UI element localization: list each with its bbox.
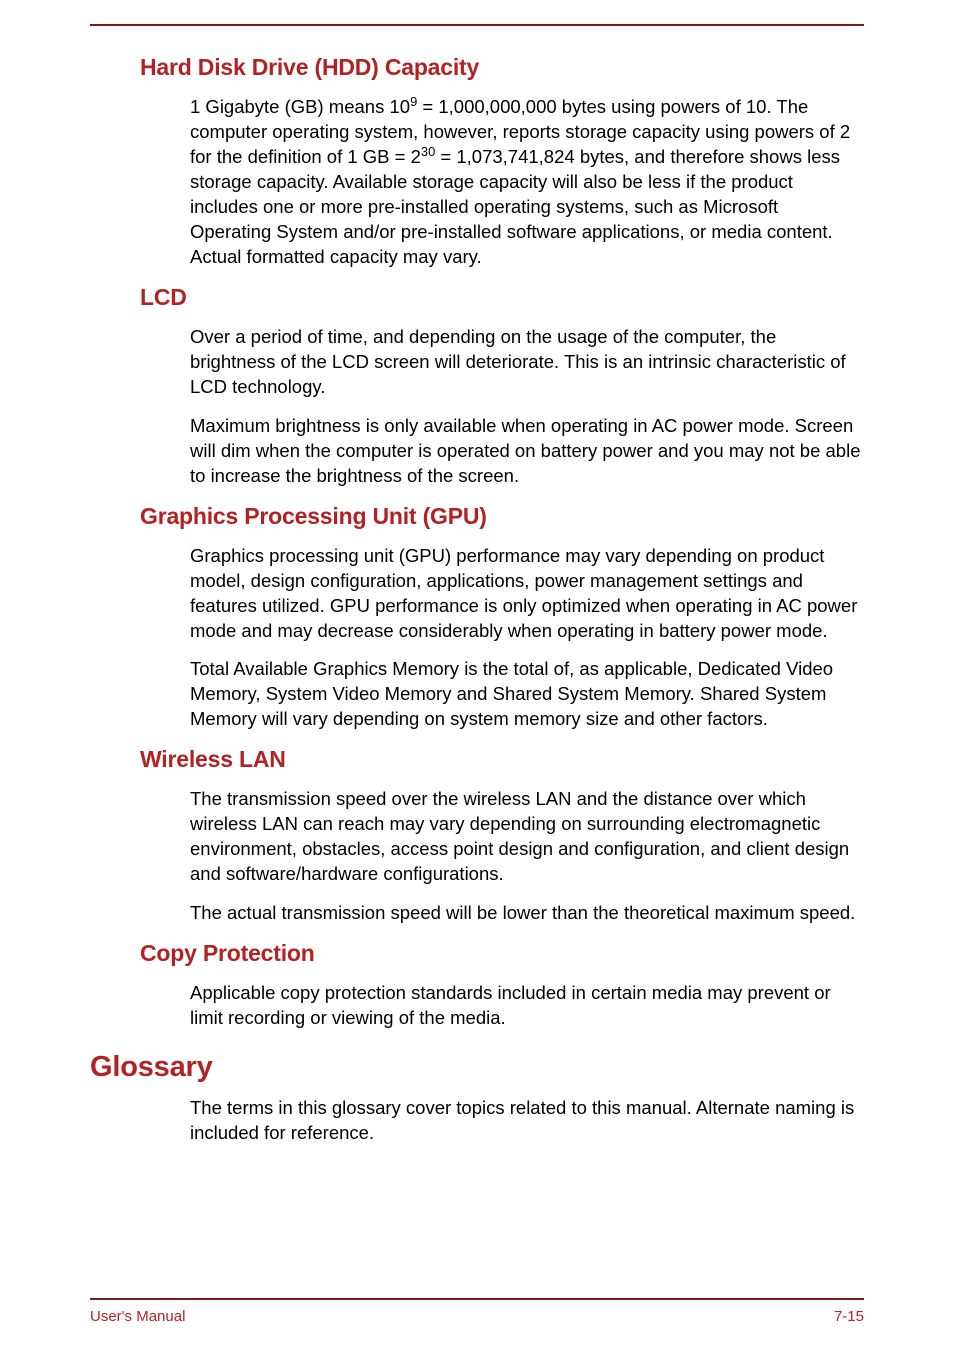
para-wlan-2: The actual transmission speed will be lo… — [190, 901, 864, 926]
para-lcd-2: Maximum brightness is only available whe… — [190, 414, 864, 489]
para-glossary-1: The terms in this glossary cover topics … — [190, 1096, 864, 1146]
heading-copy: Copy Protection — [140, 940, 864, 967]
para-lcd-1: Over a period of time, and depending on … — [190, 325, 864, 400]
heading-lcd: LCD — [140, 284, 864, 311]
heading-wlan: Wireless LAN — [140, 746, 864, 773]
heading-hdd: Hard Disk Drive (HDD) Capacity — [140, 54, 864, 81]
footer-right: 7-15 — [834, 1308, 864, 1325]
para-hdd-1: 1 Gigabyte (GB) means 109 = 1,000,000,00… — [190, 95, 864, 270]
heading-gpu: Graphics Processing Unit (GPU) — [140, 503, 864, 530]
top-divider — [90, 24, 864, 26]
para-gpu-2: Total Available Graphics Memory is the t… — [190, 657, 864, 732]
para-gpu-1: Graphics processing unit (GPU) performan… — [190, 544, 864, 644]
heading-glossary: Glossary — [90, 1051, 864, 1084]
footer-left: User's Manual — [90, 1308, 185, 1325]
para-wlan-1: The transmission speed over the wireless… — [190, 787, 864, 887]
para-copy-1: Applicable copy protection standards inc… — [190, 981, 864, 1031]
page-content: Hard Disk Drive (HDD) Capacity 1 Gigabyt… — [0, 0, 954, 1146]
page-footer: User's Manual 7-15 — [90, 1298, 864, 1325]
